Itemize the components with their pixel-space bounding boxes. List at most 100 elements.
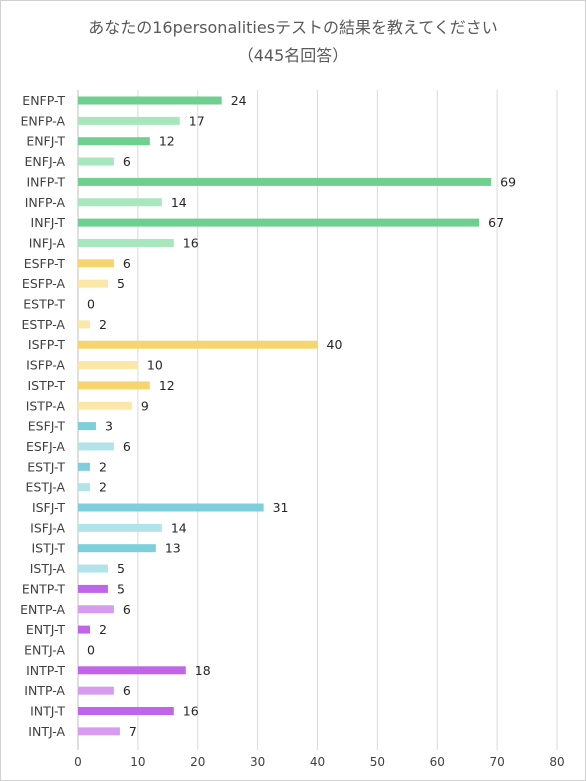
data-label: 6: [123, 602, 131, 617]
x-tick-labels: 0 10 20 30 40 50 60 70 80: [74, 755, 564, 769]
data-label: 69: [500, 174, 516, 189]
bar: [78, 625, 90, 634]
category-label: ESFJ-A: [26, 439, 65, 454]
category-label: ISFJ-T: [32, 500, 65, 515]
bar: [78, 523, 162, 532]
x-tick-label: 40: [310, 755, 325, 769]
category-label: INFJ-A: [29, 235, 66, 250]
bar: [78, 462, 90, 471]
data-label: 6: [123, 256, 131, 271]
category-label: ESFJ-T: [28, 419, 66, 434]
category-label: ENTP-T: [22, 581, 66, 596]
bar: [78, 666, 186, 675]
bar: [78, 198, 162, 207]
category-label: ENFJ-T: [26, 134, 65, 149]
bar: [78, 218, 480, 227]
bar: [78, 96, 222, 105]
data-label: 16: [183, 235, 199, 250]
category-label: ISFP-T: [28, 337, 65, 352]
bar: [78, 340, 318, 349]
data-label: 31: [273, 500, 289, 515]
data-label: 13: [165, 541, 181, 556]
data-label: 10: [147, 358, 163, 373]
bar: [78, 361, 138, 370]
data-label: 67: [488, 215, 504, 230]
category-label: ISFP-A: [26, 358, 65, 373]
bars: [78, 96, 492, 736]
bar: [78, 544, 156, 553]
data-label: 3: [105, 419, 113, 434]
category-label: ISTP-A: [26, 398, 66, 413]
bar: [78, 238, 174, 247]
category-labels: ENFP-T ENFP-A ENFJ-T ENFJ-A INFP-T INFP-A INFJ…: [20, 93, 65, 739]
bar: [78, 422, 96, 431]
data-label: 40: [327, 337, 343, 352]
x-tick-label: 20: [190, 755, 205, 769]
data-label: 6: [123, 683, 131, 698]
category-label: ENTJ-A: [24, 642, 65, 657]
data-label: 5: [117, 561, 125, 576]
x-tick-label: 10: [130, 755, 145, 769]
chart-subtitle: （445名回答）: [237, 46, 349, 65]
x-tick-label: 70: [489, 755, 504, 769]
data-label: 5: [117, 581, 125, 596]
data-label: 0: [87, 642, 95, 657]
category-label: INTP-A: [24, 683, 65, 698]
bar: [78, 503, 264, 512]
category-label: INTP-T: [26, 663, 65, 678]
bar: [78, 686, 114, 695]
data-label: 16: [183, 704, 199, 719]
category-label: ENFP-T: [22, 93, 65, 108]
bar: [78, 116, 180, 125]
bar: [78, 605, 114, 614]
data-label: 6: [123, 154, 131, 169]
data-label: 6: [123, 439, 131, 454]
bar: [78, 564, 108, 573]
bar: [78, 401, 132, 410]
data-label: 9: [141, 398, 149, 413]
x-tick-label: 60: [430, 755, 445, 769]
category-label: ISTJ-T: [32, 541, 66, 556]
data-label: 2: [99, 622, 107, 637]
gridlines: [77, 90, 558, 750]
category-label: ISTP-T: [27, 378, 65, 393]
category-label: ESTJ-T: [27, 459, 65, 474]
data-label: 2: [99, 480, 107, 495]
category-label: ENTP-A: [20, 602, 65, 617]
x-tick-label: 0: [74, 755, 82, 769]
category-label: ISTJ-A: [30, 561, 66, 576]
bar: [78, 442, 114, 451]
data-label: 5: [117, 276, 125, 291]
data-label: 12: [159, 378, 175, 393]
bar: [78, 279, 108, 288]
data-label: 18: [195, 663, 211, 678]
category-label: ENTJ-T: [26, 622, 65, 637]
category-label: ESFP-T: [24, 256, 66, 271]
category-label: INTJ-A: [28, 724, 65, 739]
bar: [78, 320, 90, 329]
data-label: 12: [159, 134, 175, 149]
bar: [78, 381, 150, 390]
x-tick-label: 50: [370, 755, 385, 769]
value-labels: 2417126691467166502401012936223114135562…: [87, 93, 516, 739]
category-label: INTJ-T: [30, 704, 65, 719]
category-label: ENFJ-A: [25, 154, 66, 169]
category-label: ENFP-A: [21, 113, 66, 128]
data-label: 7: [129, 724, 137, 739]
category-label: ESFP-A: [22, 276, 66, 291]
bar: [78, 483, 90, 492]
category-label: ESTP-A: [21, 317, 65, 332]
data-label: 14: [171, 520, 187, 535]
data-label: 24: [231, 93, 247, 108]
chart-title: あなたの16personalitiesテストの結果を教えてください: [88, 18, 498, 37]
category-label: INFP-T: [27, 174, 66, 189]
data-label: 14: [171, 195, 187, 210]
x-tick-label: 80: [549, 755, 564, 769]
bar: [78, 259, 114, 268]
category-label: ISFJ-A: [30, 520, 65, 535]
data-label: 2: [99, 317, 107, 332]
bar: [78, 584, 108, 593]
bar: [78, 177, 492, 186]
bar: [78, 157, 114, 166]
